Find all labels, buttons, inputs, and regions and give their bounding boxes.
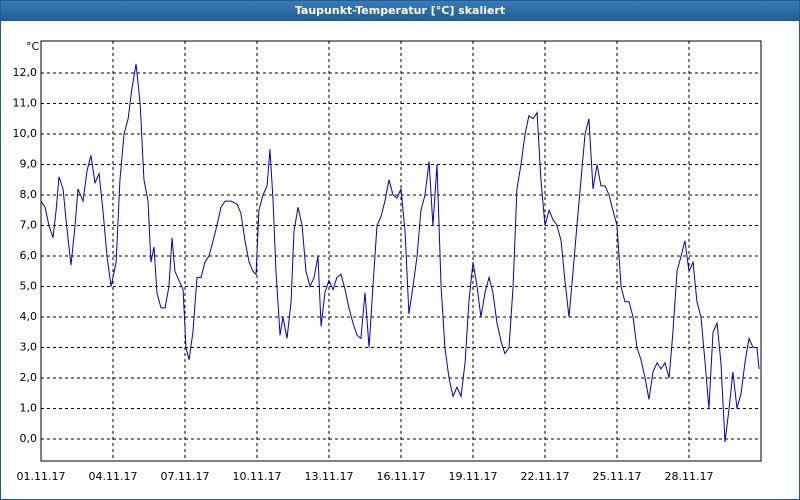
y-tick-label: 8,0 [20,188,38,201]
x-tick-label: 25.11.17 [593,470,642,483]
chart: °C 0,0 1,0 2,0 3,0 4,0 5,0 6,0 7,0 8,0 9,0 10,0 11,0… [13,40,762,483]
y-tick-label: 1,0 [20,402,38,415]
x-tick-label: 13.11.17 [305,470,354,483]
x-tick-label: 16.11.17 [377,470,426,483]
x-tick-label: 22.11.17 [521,470,570,483]
x-tick-label: 07.11.17 [161,470,210,483]
y-tick-label: 3,0 [20,341,38,354]
y-tick-label: 10,0 [13,127,38,140]
y-tick-label: 7,0 [20,219,38,232]
y-unit: °C [26,40,40,53]
y-tick-label: 4,0 [20,310,38,323]
data-line [40,63,760,443]
x-tick-label: 10.11.17 [233,470,282,483]
x-tick-label: 01.11.17 [17,470,66,483]
title-bar: Taupunkt-Temperatur [°C] skaliert [1,1,799,21]
y-tick-label: 9,0 [20,158,38,171]
y-tick-label: 2,0 [20,371,38,384]
y-tick-label: 11,0 [13,97,38,110]
y-tick-label: 0,0 [20,432,38,445]
x-tick-label: 04.11.17 [89,470,138,483]
y-tick-label: 6,0 [20,249,38,262]
x-tick-label: 19.11.17 [449,470,498,483]
y-tick-label: 12,0 [13,66,38,79]
plot-frame [40,40,762,462]
x-tick-label: 28.11.17 [665,470,714,483]
y-tick-label: 5,0 [20,280,38,293]
